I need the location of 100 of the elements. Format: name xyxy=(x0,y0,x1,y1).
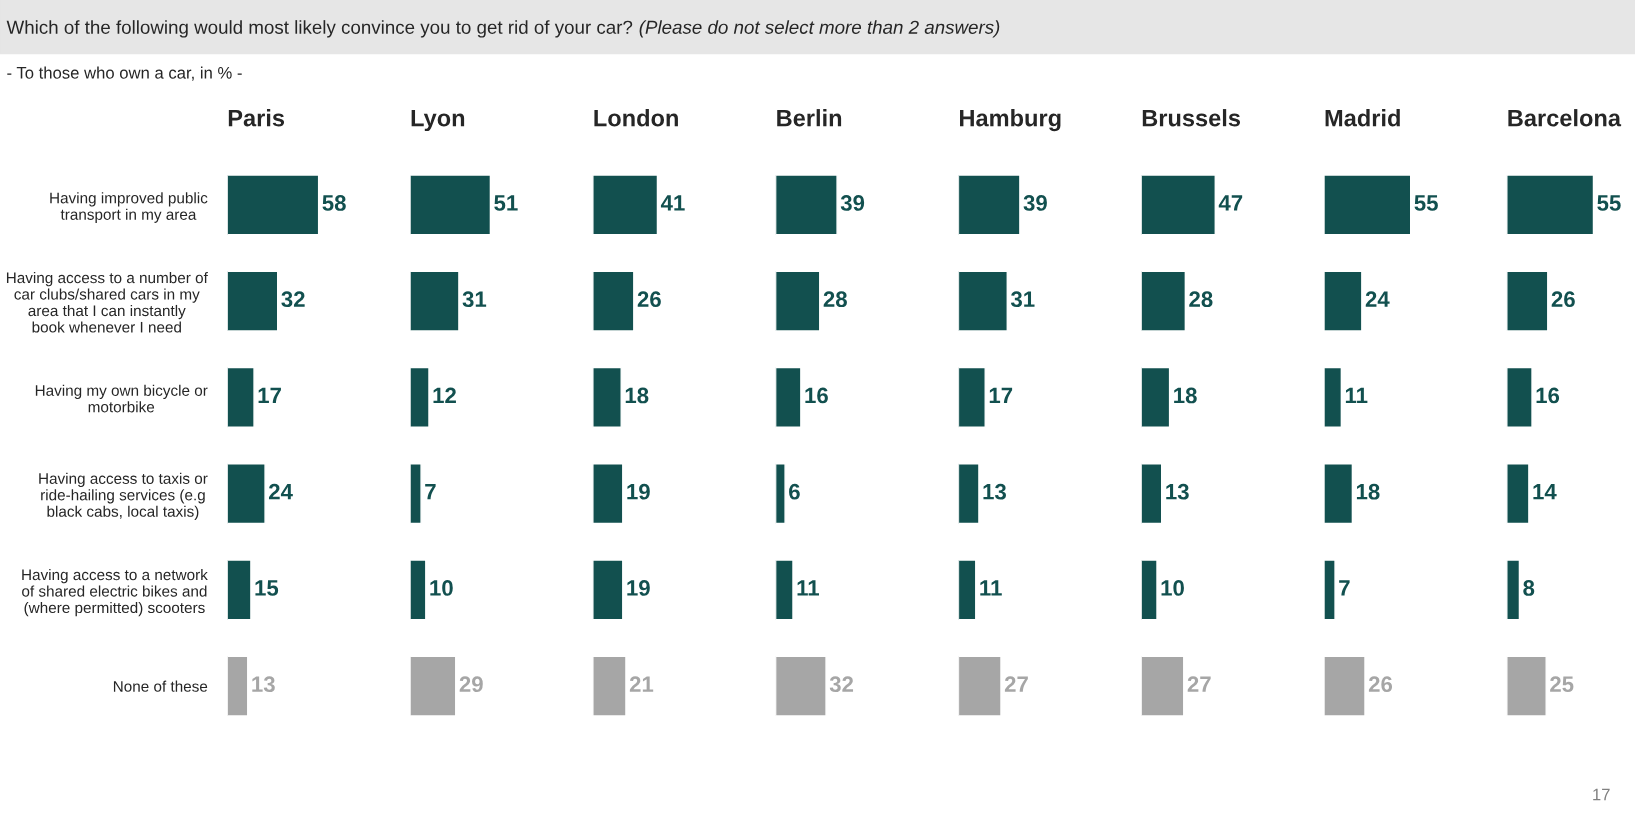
bar xyxy=(227,559,252,621)
bar xyxy=(1324,366,1343,428)
y-tick-label: None of these xyxy=(113,680,208,692)
text: (Please do not select more than 2 answers) xyxy=(639,20,1000,38)
bar xyxy=(1141,270,1187,332)
bar xyxy=(1506,270,1549,332)
bar xyxy=(1141,366,1171,428)
bar xyxy=(775,270,821,332)
y-tick-label: Having my own bicycle or motorbike xyxy=(35,384,208,413)
bar xyxy=(958,174,1021,236)
data-label: 7 xyxy=(1339,580,1350,596)
data-label: 28 xyxy=(823,291,847,308)
bar xyxy=(410,270,460,332)
bar xyxy=(592,366,622,428)
data-label: 18 xyxy=(1356,483,1380,500)
chart-title: London xyxy=(594,109,678,127)
chart-title: Brussels xyxy=(1142,109,1241,127)
data-label: 55 xyxy=(1414,195,1438,211)
text: Which of the following would most likely convince you to get rid of your car? xyxy=(6,20,633,38)
data-label: 6 xyxy=(789,483,800,500)
bar xyxy=(1506,366,1533,428)
bar xyxy=(1141,559,1158,621)
data-label: 13 xyxy=(252,676,275,693)
bar xyxy=(227,174,320,236)
bar xyxy=(775,174,838,236)
bar xyxy=(1324,559,1336,621)
chart-title: Lyon xyxy=(411,109,465,132)
data-label: 31 xyxy=(462,291,487,308)
bar xyxy=(1324,174,1412,236)
data-label: 26 xyxy=(1551,291,1575,308)
data-label: 31 xyxy=(1010,291,1035,308)
data-label: 27 xyxy=(1187,676,1211,692)
data-label: 13 xyxy=(983,483,1006,500)
chart-title: Berlin xyxy=(777,109,842,127)
data-label: 11 xyxy=(980,580,1002,596)
chart-title: Paris xyxy=(228,109,285,127)
bar xyxy=(1506,655,1547,717)
data-label: 28 xyxy=(1189,291,1213,308)
data-label: 15 xyxy=(255,580,279,596)
data-label: 12 xyxy=(433,387,456,404)
bar xyxy=(1324,270,1363,332)
data-label: 16 xyxy=(1536,387,1560,404)
bar xyxy=(410,463,422,525)
data-label: 25 xyxy=(1550,676,1574,693)
data-label: 27 xyxy=(1004,676,1028,692)
bar xyxy=(1506,463,1530,525)
data-label: 21 xyxy=(629,676,654,692)
y-tick-label: Having improved public transport in my area xyxy=(50,192,208,223)
data-label: 24 xyxy=(1365,291,1390,307)
bar xyxy=(775,559,794,621)
data-label: 19 xyxy=(627,483,650,500)
bar xyxy=(227,270,279,332)
chart-title: Madrid xyxy=(1325,109,1400,127)
data-label: 10 xyxy=(430,580,453,596)
data-label: 16 xyxy=(805,387,828,404)
data-label: 47 xyxy=(1218,195,1243,211)
bar xyxy=(227,655,249,717)
data-label: 26 xyxy=(637,291,661,308)
text: 17 xyxy=(1593,788,1610,801)
bar xyxy=(958,366,986,428)
data-label: 26 xyxy=(1368,676,1393,693)
data-label: 55 xyxy=(1597,195,1621,211)
data-label: 58 xyxy=(322,195,346,211)
y-tick-label: Having access to a number of car clubs/shared cars in my area that I can instantly book whenever I need xyxy=(6,272,208,333)
bar xyxy=(958,559,977,621)
bar xyxy=(592,559,624,621)
bar xyxy=(1324,655,1366,717)
bar xyxy=(227,366,255,428)
bar xyxy=(958,463,980,525)
bar xyxy=(775,366,802,428)
data-label: 10 xyxy=(1161,580,1184,596)
data-label: 17 xyxy=(258,387,281,404)
bar xyxy=(1141,655,1185,717)
bar xyxy=(775,463,786,525)
data-label: 41 xyxy=(660,195,685,211)
data-label: 32 xyxy=(829,676,854,693)
bar xyxy=(410,174,492,236)
data-label: 14 xyxy=(1533,484,1557,500)
bar xyxy=(775,655,827,717)
data-label: 17 xyxy=(989,387,1013,404)
data-label: 51 xyxy=(494,195,518,211)
bar xyxy=(1324,463,1354,525)
bar xyxy=(227,463,266,525)
data-label: 8 xyxy=(1523,580,1535,596)
bar xyxy=(1506,174,1595,236)
data-label: 29 xyxy=(459,676,483,693)
data-label: 39 xyxy=(1023,195,1047,211)
data-label: 19 xyxy=(627,580,650,596)
data-label: 18 xyxy=(625,387,649,404)
chart-title: Barcelona xyxy=(1508,109,1622,127)
data-label: 13 xyxy=(1166,483,1189,500)
bar xyxy=(1141,463,1163,525)
data-label: 11 xyxy=(1345,387,1368,404)
bar xyxy=(1506,559,1521,621)
data-label: 18 xyxy=(1174,387,1197,404)
data-label: 32 xyxy=(281,291,305,308)
bar xyxy=(958,655,1002,717)
data-label: 39 xyxy=(840,195,865,211)
chart-title: Hamburg xyxy=(960,109,1061,132)
text: - To those who own a car, in % - xyxy=(7,66,242,81)
